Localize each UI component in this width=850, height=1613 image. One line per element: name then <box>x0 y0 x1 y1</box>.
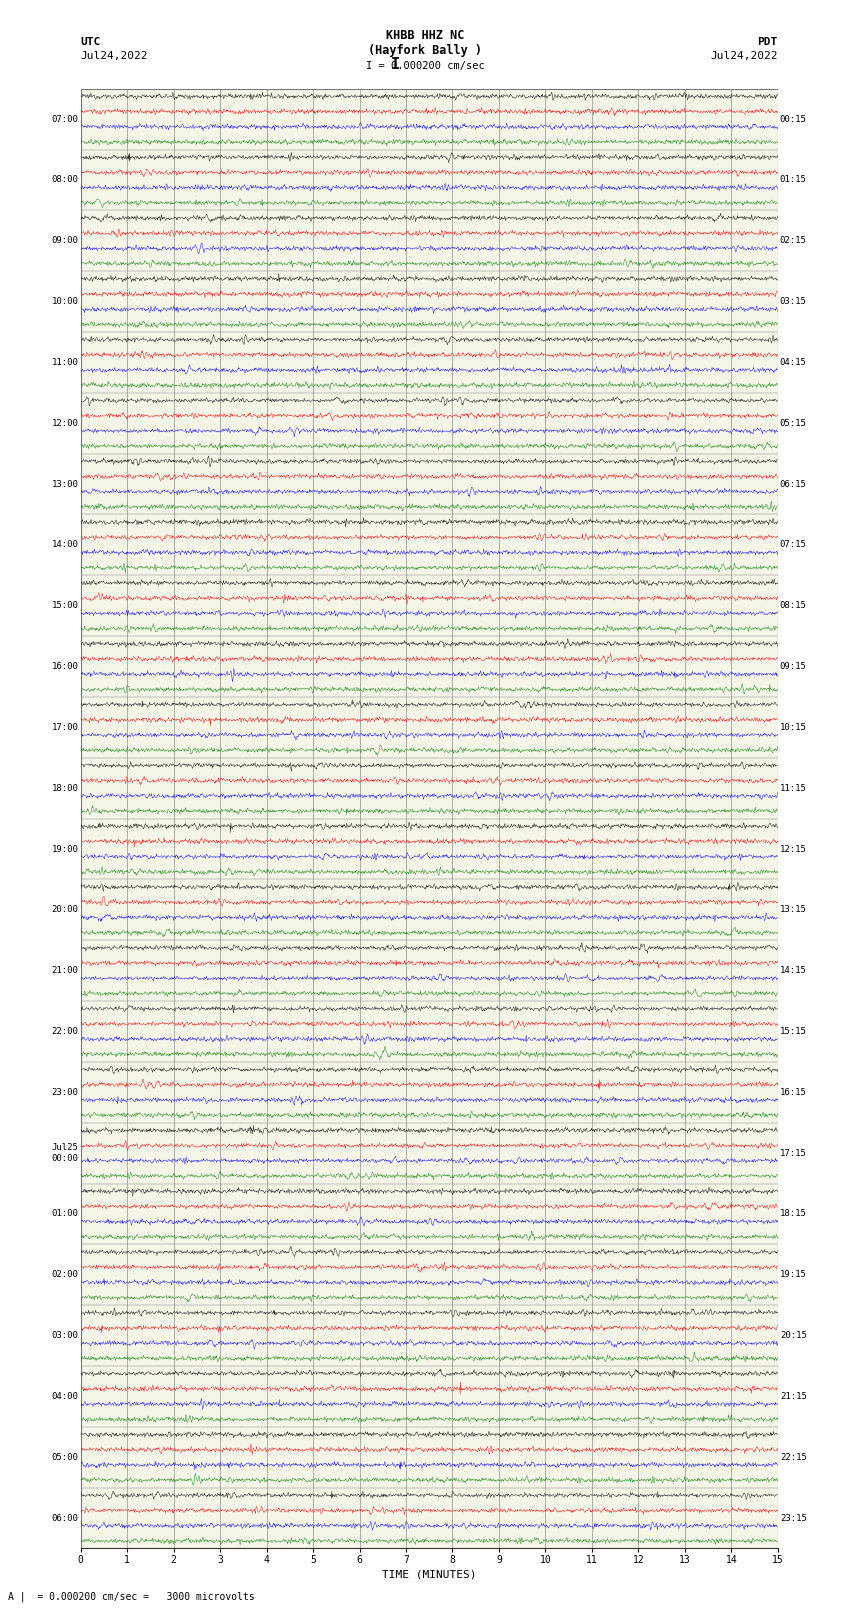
Text: 15:15: 15:15 <box>779 1027 807 1036</box>
Text: 05:15: 05:15 <box>779 419 807 427</box>
Text: UTC: UTC <box>81 37 101 47</box>
Text: 08:15: 08:15 <box>779 602 807 610</box>
Text: 17:15: 17:15 <box>779 1148 807 1158</box>
Text: 14:15: 14:15 <box>779 966 807 976</box>
Text: 11:00: 11:00 <box>52 358 79 366</box>
Text: 06:00: 06:00 <box>52 1513 79 1523</box>
Text: 08:00: 08:00 <box>52 176 79 184</box>
Text: 02:00: 02:00 <box>52 1271 79 1279</box>
Text: 11:15: 11:15 <box>779 784 807 792</box>
Text: 03:00: 03:00 <box>52 1331 79 1340</box>
Text: 17:00: 17:00 <box>52 723 79 732</box>
Text: 02:15: 02:15 <box>779 235 807 245</box>
Text: 07:00: 07:00 <box>52 115 79 124</box>
Text: I: I <box>391 56 399 73</box>
Text: Jul24,2022: Jul24,2022 <box>81 52 148 61</box>
Text: (Hayfork Bally ): (Hayfork Bally ) <box>368 44 482 56</box>
Text: Jul25
00:00: Jul25 00:00 <box>52 1144 79 1163</box>
Text: 23:00: 23:00 <box>52 1087 79 1097</box>
Text: PDT: PDT <box>757 37 778 47</box>
Text: 07:15: 07:15 <box>779 540 807 550</box>
Text: 22:00: 22:00 <box>52 1027 79 1036</box>
Text: 10:15: 10:15 <box>779 723 807 732</box>
Text: 09:15: 09:15 <box>779 661 807 671</box>
Text: 20:15: 20:15 <box>779 1331 807 1340</box>
Text: 21:00: 21:00 <box>52 966 79 976</box>
Text: 13:00: 13:00 <box>52 479 79 489</box>
Text: 04:00: 04:00 <box>52 1392 79 1402</box>
Text: 03:15: 03:15 <box>779 297 807 306</box>
Text: 09:00: 09:00 <box>52 235 79 245</box>
Text: 05:00: 05:00 <box>52 1453 79 1461</box>
Text: 15:00: 15:00 <box>52 602 79 610</box>
Text: KHBB HHZ NC: KHBB HHZ NC <box>386 29 464 42</box>
Text: 19:15: 19:15 <box>779 1271 807 1279</box>
Text: 14:00: 14:00 <box>52 540 79 550</box>
X-axis label: TIME (MINUTES): TIME (MINUTES) <box>382 1569 477 1579</box>
Text: 01:15: 01:15 <box>779 176 807 184</box>
Text: 18:15: 18:15 <box>779 1210 807 1218</box>
Text: 22:15: 22:15 <box>779 1453 807 1461</box>
Text: Jul24,2022: Jul24,2022 <box>711 52 778 61</box>
Text: 12:15: 12:15 <box>779 845 807 853</box>
Text: 18:00: 18:00 <box>52 784 79 792</box>
Text: 01:00: 01:00 <box>52 1210 79 1218</box>
Text: 00:15: 00:15 <box>779 115 807 124</box>
Text: 16:00: 16:00 <box>52 661 79 671</box>
Text: 16:15: 16:15 <box>779 1087 807 1097</box>
Text: 13:15: 13:15 <box>779 905 807 915</box>
Text: 21:15: 21:15 <box>779 1392 807 1402</box>
Text: A |  = 0.000200 cm/sec =   3000 microvolts: A | = 0.000200 cm/sec = 3000 microvolts <box>8 1592 255 1602</box>
Text: 06:15: 06:15 <box>779 479 807 489</box>
Text: 04:15: 04:15 <box>779 358 807 366</box>
Text: 23:15: 23:15 <box>779 1513 807 1523</box>
Text: 12:00: 12:00 <box>52 419 79 427</box>
Text: 19:00: 19:00 <box>52 845 79 853</box>
Text: 10:00: 10:00 <box>52 297 79 306</box>
Text: 20:00: 20:00 <box>52 905 79 915</box>
Text: I = 0.000200 cm/sec: I = 0.000200 cm/sec <box>366 61 484 71</box>
